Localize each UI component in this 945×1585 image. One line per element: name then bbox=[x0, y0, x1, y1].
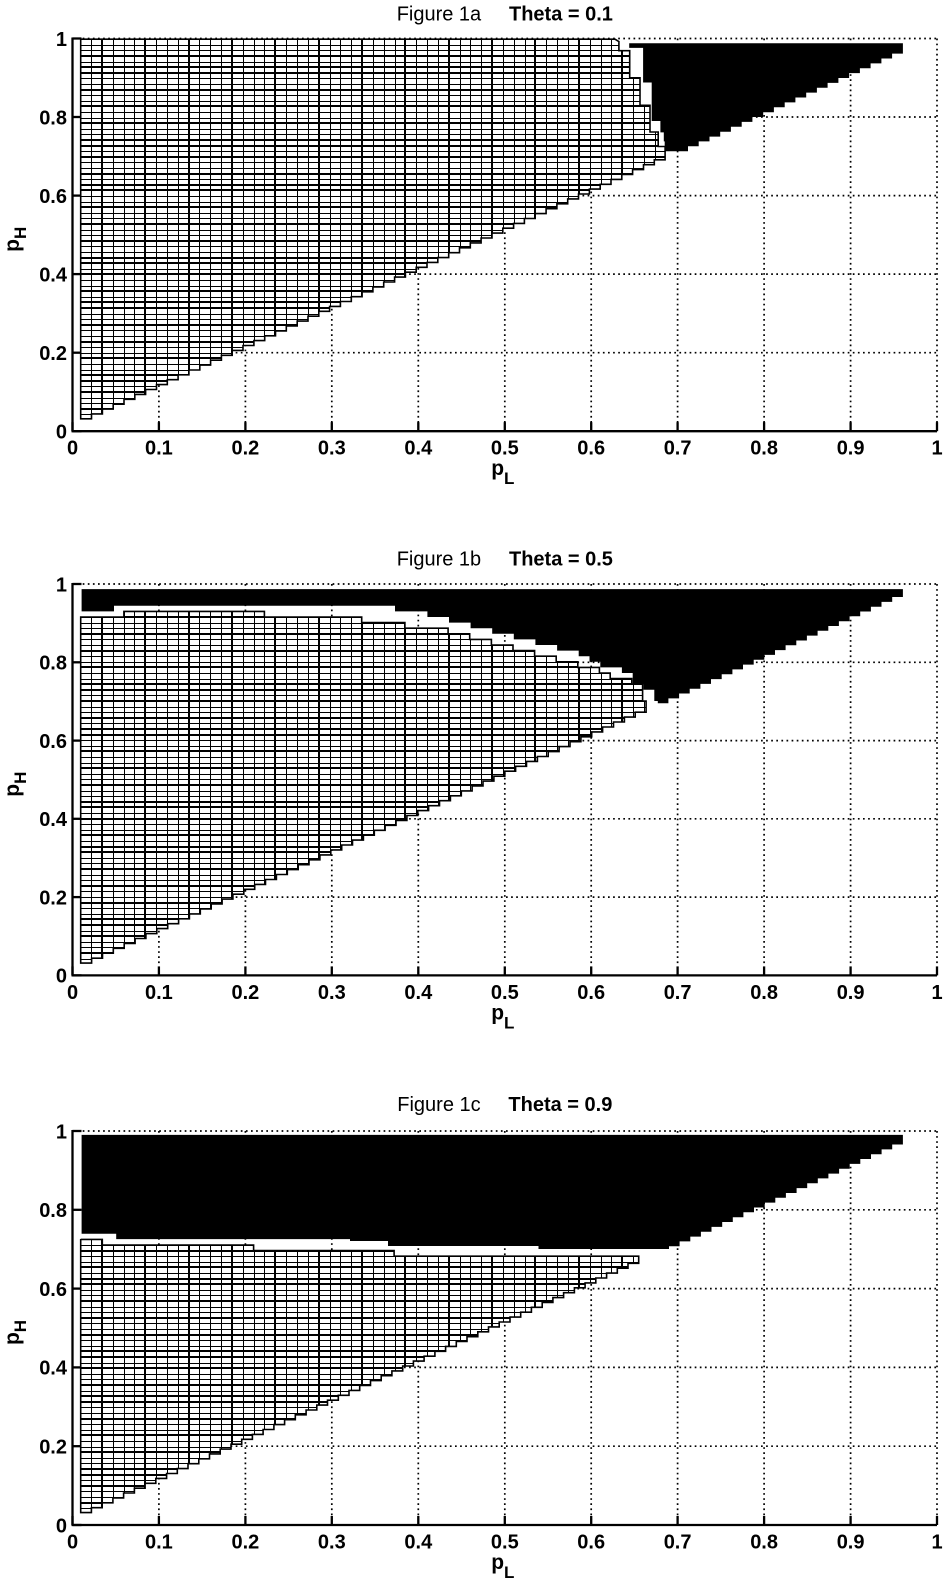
svg-text:0.9: 0.9 bbox=[837, 982, 865, 1004]
svg-text:0.6: 0.6 bbox=[577, 982, 605, 1004]
svg-text:0: 0 bbox=[56, 1515, 67, 1537]
svg-text:0.3: 0.3 bbox=[318, 438, 346, 460]
svg-text:0: 0 bbox=[56, 422, 67, 444]
svg-text:0.8: 0.8 bbox=[750, 438, 778, 460]
svg-text:0.4: 0.4 bbox=[404, 1532, 433, 1554]
svg-text:0.9: 0.9 bbox=[837, 1532, 865, 1554]
svg-text:Figure 1a Theta = 0.1: Figure 1a Theta = 0.1 bbox=[397, 4, 613, 26]
svg-text:0.3: 0.3 bbox=[318, 982, 346, 1004]
svg-text:0.1: 0.1 bbox=[145, 982, 173, 1004]
svg-text:0: 0 bbox=[56, 966, 67, 988]
svg-text:0.8: 0.8 bbox=[39, 107, 67, 129]
svg-text:Figure 1c Theta = 0.9: Figure 1c Theta = 0.9 bbox=[397, 1094, 612, 1116]
svg-text:0: 0 bbox=[67, 982, 78, 1004]
svg-text:0.7: 0.7 bbox=[664, 982, 692, 1004]
svg-text:0: 0 bbox=[67, 438, 78, 460]
svg-text:1: 1 bbox=[56, 574, 67, 596]
svg-text:0.2: 0.2 bbox=[231, 438, 259, 460]
svg-text:0.1: 0.1 bbox=[145, 438, 173, 460]
svg-text:0.8: 0.8 bbox=[750, 1532, 778, 1554]
svg-text:0.6: 0.6 bbox=[577, 1532, 605, 1554]
svg-text:1: 1 bbox=[56, 29, 67, 51]
svg-text:0.6: 0.6 bbox=[39, 186, 67, 208]
svg-text:0.4: 0.4 bbox=[39, 809, 68, 831]
svg-text:0.7: 0.7 bbox=[664, 1532, 692, 1554]
svg-text:0.1: 0.1 bbox=[145, 1532, 173, 1554]
svg-text:0.2: 0.2 bbox=[231, 1532, 259, 1554]
svg-text:0.4: 0.4 bbox=[404, 982, 433, 1004]
svg-text:1: 1 bbox=[931, 438, 942, 460]
svg-text:0.8: 0.8 bbox=[39, 653, 67, 675]
svg-text:0.5: 0.5 bbox=[491, 438, 519, 460]
svg-text:1: 1 bbox=[931, 982, 942, 1004]
svg-text:0.8: 0.8 bbox=[39, 1200, 67, 1222]
svg-text:0.5: 0.5 bbox=[491, 982, 519, 1004]
svg-text:0.4: 0.4 bbox=[404, 438, 433, 460]
svg-text:0: 0 bbox=[67, 1532, 78, 1554]
svg-text:0.2: 0.2 bbox=[39, 887, 67, 909]
svg-text:0.7: 0.7 bbox=[664, 438, 692, 460]
svg-text:0.3: 0.3 bbox=[318, 1532, 346, 1554]
svg-text:0.8: 0.8 bbox=[750, 982, 778, 1004]
svg-text:0.2: 0.2 bbox=[39, 1437, 67, 1459]
svg-text:0.6: 0.6 bbox=[39, 1279, 67, 1301]
svg-text:0.2: 0.2 bbox=[39, 343, 67, 365]
svg-text:0.4: 0.4 bbox=[39, 1358, 68, 1380]
svg-text:0.9: 0.9 bbox=[837, 438, 865, 460]
svg-text:0.5: 0.5 bbox=[491, 1532, 519, 1554]
svg-text:Figure 1b Theta = 0.5: Figure 1b Theta = 0.5 bbox=[397, 549, 613, 571]
svg-text:0.6: 0.6 bbox=[577, 438, 605, 460]
svg-text:0.4: 0.4 bbox=[39, 264, 68, 286]
svg-text:1: 1 bbox=[931, 1532, 942, 1554]
svg-text:0.2: 0.2 bbox=[231, 982, 259, 1004]
svg-text:0.6: 0.6 bbox=[39, 731, 67, 753]
svg-text:1: 1 bbox=[56, 1121, 67, 1143]
